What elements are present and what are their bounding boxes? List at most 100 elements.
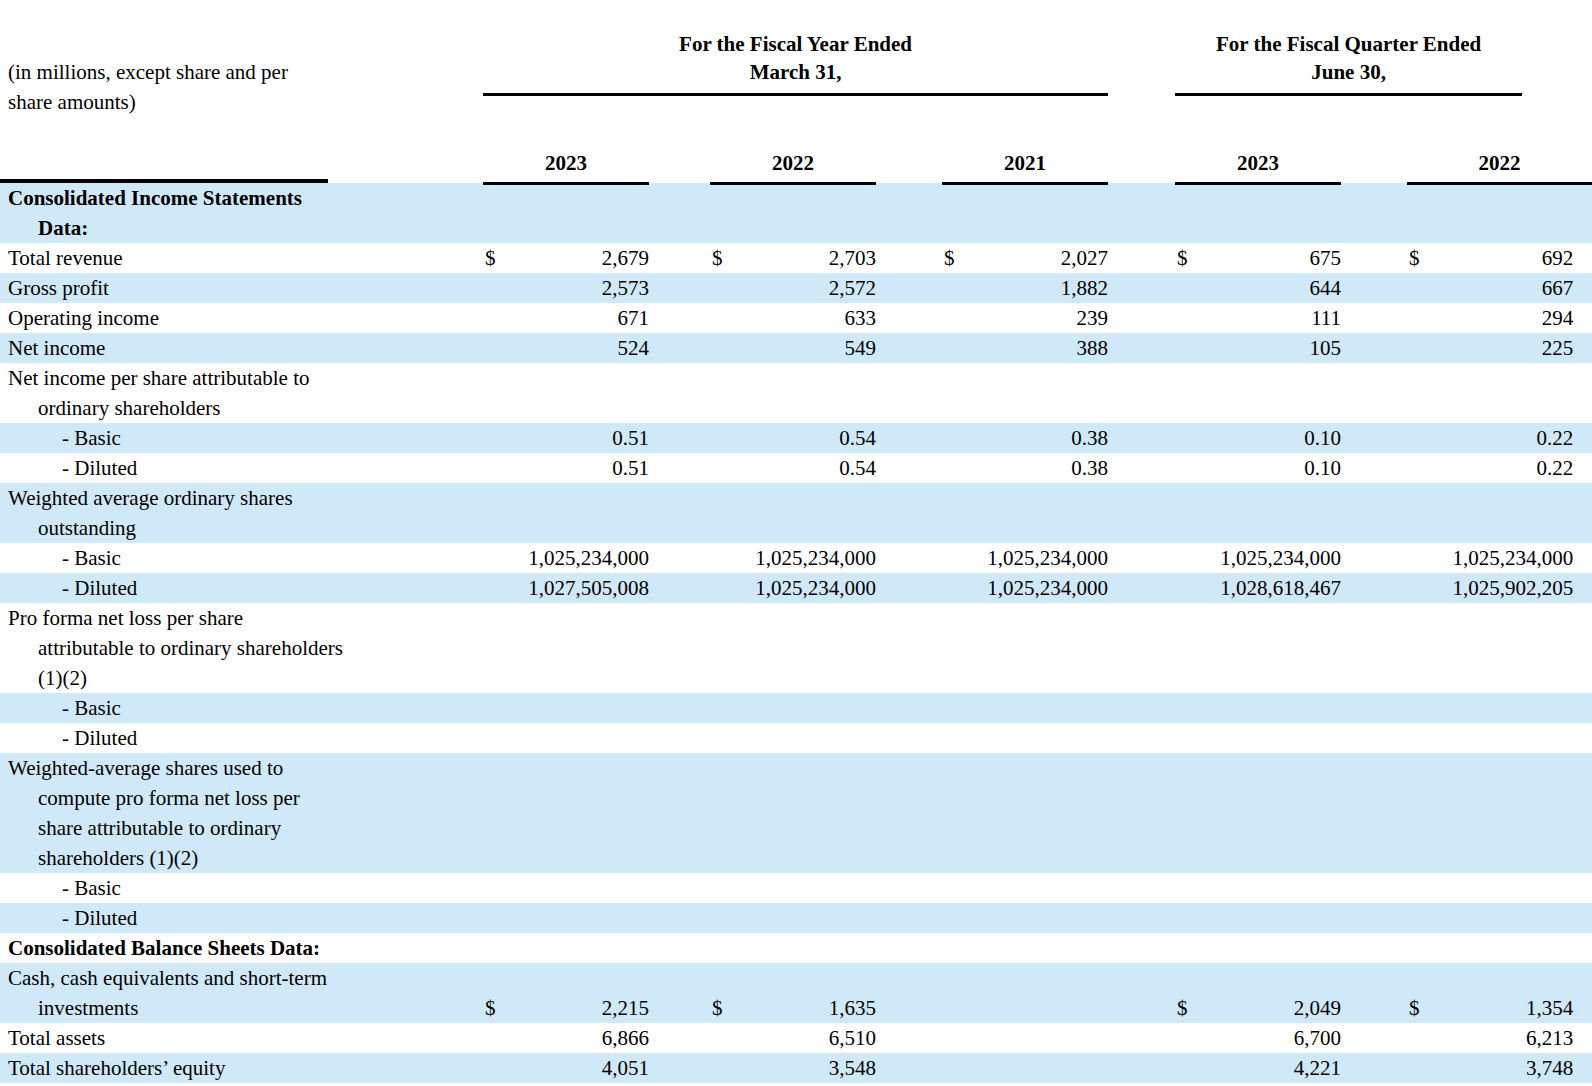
column-spacer — [649, 723, 710, 753]
dollar-sign-cell — [942, 603, 978, 693]
value-cell — [1211, 183, 1341, 243]
dollar-sign-cell — [710, 183, 746, 243]
value-cell: 4,051 — [519, 1053, 649, 1083]
column-spacer — [1108, 933, 1175, 963]
dollar-sign-cell — [710, 933, 746, 963]
table-row: Cash, cash equivalents and short-term in… — [0, 963, 1592, 1023]
column-spacer — [1108, 963, 1175, 1023]
column-spacer — [876, 723, 942, 753]
value-cell: 4,221 — [1211, 1053, 1341, 1083]
dollar-sign-cell — [1175, 873, 1211, 903]
dollar-sign-cell — [483, 693, 519, 723]
dollar-sign-cell — [942, 873, 978, 903]
note-underline — [0, 179, 328, 183]
value-cell — [1211, 723, 1341, 753]
dollar-sign-cell — [1407, 1053, 1443, 1083]
dollar-sign-cell: $ — [942, 243, 978, 273]
column-spacer — [876, 933, 942, 963]
value-cell: 1,635 — [746, 963, 876, 1023]
col-gap — [876, 126, 942, 183]
dollar-sign-cell — [1175, 453, 1211, 483]
column-spacer — [876, 333, 942, 363]
value-cell: 0.10 — [1211, 423, 1341, 453]
value-cell — [978, 723, 1108, 753]
dollar-sign-cell — [710, 423, 746, 453]
value-cell — [746, 693, 876, 723]
value-cell — [1211, 753, 1341, 873]
table-row: - Diluted1,027,505,0081,025,234,0001,025… — [0, 573, 1592, 603]
value-cell: 6,866 — [519, 1023, 649, 1053]
dollar-sign-cell — [483, 1023, 519, 1053]
value-cell: 1,025,234,000 — [978, 543, 1108, 573]
column-spacer — [649, 693, 710, 723]
value-cell — [746, 603, 876, 693]
row-label: - Diluted — [0, 903, 483, 933]
measure-note: (in millions, except share and per share… — [8, 57, 483, 117]
value-cell — [978, 963, 1108, 1023]
column-spacer — [1108, 333, 1175, 363]
dollar-sign-cell — [1175, 603, 1211, 693]
dollar-sign-cell — [483, 1053, 519, 1083]
column-spacer — [876, 603, 942, 693]
value-cell — [519, 753, 649, 873]
row-label: Total shareholders’ equity — [0, 1053, 483, 1083]
value-cell — [519, 183, 649, 243]
value-cell — [1443, 903, 1592, 933]
dollar-sign-cell — [1175, 303, 1211, 333]
value-cell: 6,213 — [1443, 1023, 1592, 1053]
column-spacer — [876, 543, 942, 573]
value-cell — [519, 903, 649, 933]
dollar-sign-cell — [1175, 543, 1211, 573]
column-spacer — [1341, 333, 1407, 363]
dollar-sign-cell — [483, 873, 519, 903]
dollar-sign-cell — [1175, 933, 1211, 963]
table-row: - Basic — [0, 693, 1592, 723]
value-cell — [1443, 183, 1592, 243]
table-row: Weighted-average shares used to compute … — [0, 753, 1592, 873]
column-spacer — [1108, 483, 1175, 543]
value-cell — [519, 933, 649, 963]
value-cell: 671 — [519, 303, 649, 333]
dollar-sign-cell — [942, 723, 978, 753]
value-cell — [978, 363, 1108, 423]
table-row: Pro forma net loss per share attributabl… — [0, 603, 1592, 693]
column-spacer — [649, 603, 710, 693]
column-spacer — [1341, 423, 1407, 453]
column-spacer — [1108, 1053, 1175, 1083]
financial-summary-table: (in millions, except share and per share… — [0, 0, 1592, 1083]
value-cell — [1211, 933, 1341, 963]
col-gap — [1341, 126, 1407, 183]
table-row: Total shareholders’ equity4,0513,5484,22… — [0, 1053, 1592, 1083]
table-row: - Basic1,025,234,0001,025,234,0001,025,2… — [0, 543, 1592, 573]
dollar-sign-cell — [942, 1023, 978, 1053]
column-spacer — [1341, 303, 1407, 333]
value-cell: 1,025,234,000 — [1443, 543, 1592, 573]
column-spacer — [1341, 693, 1407, 723]
row-label: Weighted-average shares used to compute … — [0, 753, 483, 873]
table-row: Net income524549388105225 — [0, 333, 1592, 363]
group-gap — [1108, 0, 1175, 126]
dollar-sign-cell — [1175, 753, 1211, 873]
table-header: (in millions, except share and per share… — [0, 0, 1592, 183]
dollar-sign-cell — [942, 183, 978, 243]
value-cell — [978, 903, 1108, 933]
column-spacer — [1341, 243, 1407, 273]
row-label: Gross profit — [0, 273, 483, 303]
value-cell — [1211, 903, 1341, 933]
value-cell: 549 — [746, 333, 876, 363]
value-cell: 6,700 — [1211, 1023, 1341, 1053]
fiscal-quarter-group-title: For the Fiscal Quarter Ended June 30, — [1175, 30, 1522, 96]
table-row: Operating income671633239111294 — [0, 303, 1592, 333]
column-spacer — [649, 753, 710, 873]
column-spacer — [1341, 873, 1407, 903]
value-cell: 2,215 — [519, 963, 649, 1023]
value-cell — [746, 933, 876, 963]
col-header-fy-2021: 2021 — [942, 126, 1108, 183]
col-header-q-2022: 2022 — [1407, 126, 1592, 183]
value-cell — [1443, 723, 1592, 753]
row-label: Operating income — [0, 303, 483, 333]
dollar-sign-cell — [1175, 333, 1211, 363]
value-cell — [1211, 483, 1341, 543]
column-spacer — [876, 423, 942, 453]
row-label: Consolidated Balance Sheets Data: — [0, 933, 483, 963]
